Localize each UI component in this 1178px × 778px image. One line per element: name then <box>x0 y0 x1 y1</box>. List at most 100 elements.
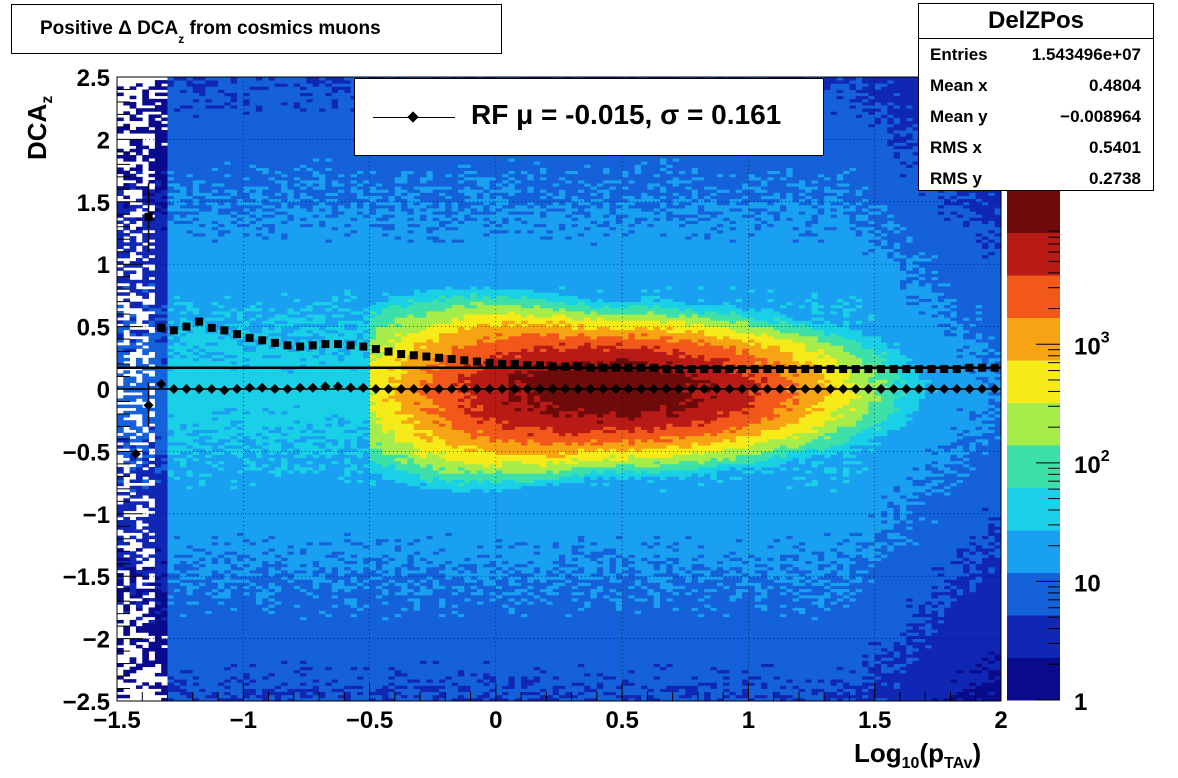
heatmap-cell <box>269 233 276 237</box>
heatmap-cell <box>243 323 250 327</box>
heatmap-cell <box>218 149 225 153</box>
heatmap-cell <box>243 377 250 381</box>
heatmap-cell <box>186 352 193 356</box>
heatmap-cell <box>269 486 276 490</box>
heatmap-cell <box>193 676 200 680</box>
heatmap-cell <box>180 536 187 540</box>
heatmap-cell <box>149 130 156 134</box>
heatmap-cell <box>142 342 149 346</box>
heatmap-cell <box>117 539 124 543</box>
heatmap-cell <box>256 208 263 212</box>
heatmap-cell <box>186 214 193 218</box>
heatmap-cell <box>199 258 206 262</box>
heatmap-cell <box>174 548 181 552</box>
heatmap-cell <box>218 617 225 621</box>
heatmap-cell <box>123 377 130 381</box>
heatmap-cell <box>161 492 168 496</box>
heatmap-cell <box>269 299 276 303</box>
heatmap-cell <box>281 582 288 586</box>
heatmap-cell <box>174 423 181 427</box>
heatmap-cell <box>193 548 200 552</box>
heatmap-cell <box>281 576 288 580</box>
heatmap-cell <box>193 592 200 596</box>
heatmap-cell <box>168 504 175 508</box>
heatmap-cell <box>149 620 156 624</box>
heatmap-cell <box>168 308 175 312</box>
heatmap-cell <box>275 99 282 103</box>
heatmap-cell <box>224 339 231 343</box>
heatmap-cell <box>212 517 219 521</box>
heatmap-cell <box>123 383 130 387</box>
heatmap-cell <box>186 361 193 365</box>
heatmap-cell <box>287 186 294 190</box>
heatmap-cell <box>224 270 231 274</box>
heatmap-cell <box>205 239 212 243</box>
heatmap-cell <box>218 80 225 84</box>
heatmap-cell <box>275 639 282 643</box>
heatmap-cell <box>275 358 282 362</box>
heatmap-cell <box>250 392 257 396</box>
heatmap-cell <box>155 401 162 405</box>
heatmap-cell <box>136 164 143 168</box>
heatmap-cell <box>168 533 175 537</box>
heatmap-cell <box>136 495 143 499</box>
heatmap-cell <box>142 280 149 284</box>
heatmap-cell <box>149 632 156 636</box>
heatmap-cell <box>193 121 200 125</box>
heatmap-cell <box>199 654 206 658</box>
heatmap-cell <box>161 667 168 671</box>
heatmap-cell <box>199 461 206 465</box>
heatmap-cell <box>256 433 263 437</box>
heatmap-cell <box>123 557 130 561</box>
heatmap-cell <box>205 130 212 134</box>
heatmap-cell <box>218 139 225 143</box>
heatmap-cell <box>231 280 238 284</box>
heatmap-cell <box>237 420 244 424</box>
heatmap-cell <box>250 361 257 365</box>
heatmap-cell <box>224 526 231 530</box>
heatmap-cell <box>136 405 143 409</box>
heatmap-cell <box>262 489 269 493</box>
heatmap-cell <box>275 323 282 327</box>
heatmap-cell <box>193 445 200 449</box>
heatmap-cell <box>199 180 206 184</box>
heatmap-cell <box>168 289 175 293</box>
heatmap-cell <box>180 657 187 661</box>
heatmap-cell <box>130 130 137 134</box>
heatmap-cell <box>205 308 212 312</box>
heatmap-cell <box>250 420 257 424</box>
heatmap-cell <box>237 208 244 212</box>
heatmap-cell <box>161 336 168 340</box>
heatmap-cell <box>250 342 257 346</box>
heatmap-cell <box>199 414 206 418</box>
heatmap-cell <box>180 339 187 343</box>
heatmap-cell <box>237 80 244 84</box>
heatmap-cell <box>256 557 263 561</box>
heatmap-cell <box>168 83 175 87</box>
heatmap-cell <box>287 305 294 309</box>
heatmap-cell <box>180 692 187 696</box>
heatmap-cell <box>174 230 181 234</box>
heatmap-cell <box>136 470 143 474</box>
heatmap-cell <box>180 682 187 686</box>
heatmap-cell <box>168 442 175 446</box>
heatmap-cell <box>275 673 282 677</box>
heatmap-cell <box>168 670 175 674</box>
heatmap-cell <box>256 657 263 661</box>
heatmap-cell <box>275 83 282 87</box>
heatmap-cell <box>205 473 212 477</box>
heatmap-cell <box>269 648 276 652</box>
heatmap-cell <box>269 551 276 555</box>
heatmap-cell <box>287 679 294 683</box>
heatmap-cell <box>231 664 238 668</box>
heatmap-cell <box>205 657 212 661</box>
heatmap-cell <box>155 611 162 615</box>
heatmap-cell <box>224 77 231 81</box>
heatmap-cell <box>250 533 257 537</box>
heatmap-cell <box>275 177 282 181</box>
heatmap-cell <box>149 508 156 512</box>
heatmap-cell <box>161 352 168 356</box>
heatmap-cell <box>269 670 276 674</box>
heatmap-cell <box>237 152 244 156</box>
heatmap-cell <box>224 667 231 671</box>
